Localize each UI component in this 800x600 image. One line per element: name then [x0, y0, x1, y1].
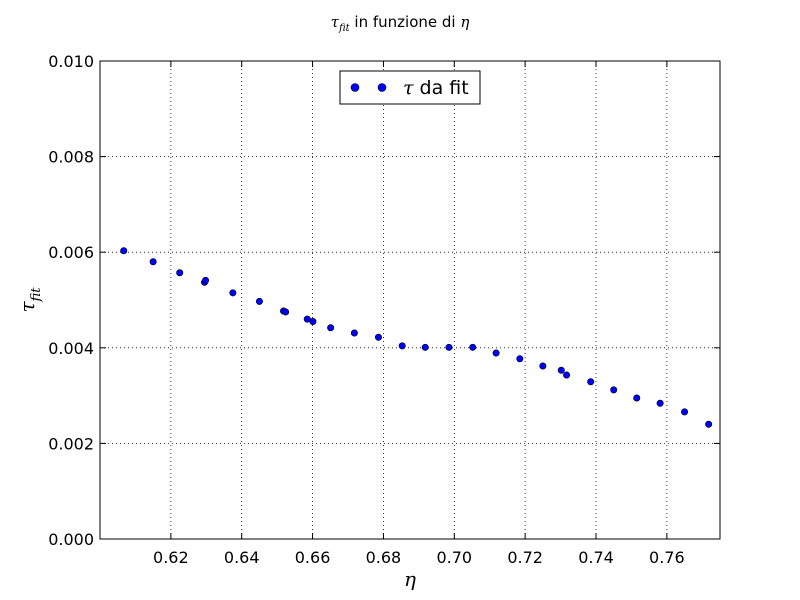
legend-label: τ da fit	[403, 77, 469, 99]
y-tick-label: 0.008	[48, 148, 94, 167]
title-text: in funzione di	[350, 13, 461, 31]
data-point	[255, 297, 263, 305]
title-eta-symbol: η	[460, 13, 469, 31]
y-tick-label: 0.002	[48, 434, 94, 453]
legend-marker-left	[350, 83, 360, 92]
data-point	[282, 308, 290, 316]
data-point	[563, 371, 571, 379]
data-point	[229, 289, 237, 297]
y-tick-label: 0.006	[48, 243, 94, 262]
scatter-points	[120, 247, 713, 428]
x-tick-label: 0.74	[578, 548, 614, 567]
data-point	[557, 366, 565, 374]
data-point	[202, 276, 210, 284]
data-point	[539, 362, 547, 370]
data-point	[492, 349, 500, 357]
plot-frame	[99, 60, 721, 540]
x-tick-label: 0.64	[224, 548, 260, 567]
data-point	[681, 408, 689, 416]
data-point	[610, 386, 618, 394]
y-tick-label: 0.010	[48, 52, 94, 71]
x-tick-label: 0.66	[295, 548, 331, 567]
y-axis-tau-symbol: τ	[15, 300, 39, 312]
x-axis-label: η	[404, 567, 416, 591]
x-tick-label: 0.70	[436, 548, 472, 567]
data-point	[350, 329, 358, 337]
data-point	[120, 247, 128, 255]
legend-marker-right	[377, 83, 387, 92]
legend: τ da fit	[339, 70, 481, 105]
x-tick-label: 0.76	[649, 548, 685, 567]
data-point	[309, 318, 317, 326]
data-point	[421, 343, 429, 351]
data-point	[633, 394, 641, 402]
legend-text: da fit	[414, 77, 469, 99]
data-point	[176, 269, 184, 277]
data-point	[656, 399, 664, 407]
y-axis-subscript: fit	[29, 287, 44, 303]
title-tau-symbol: τ	[331, 13, 340, 31]
data-point	[469, 343, 477, 351]
y-tick-label: 0.000	[48, 530, 94, 549]
data-point	[587, 378, 595, 386]
data-point	[398, 342, 406, 350]
data-point	[705, 420, 713, 428]
axis-ticks: 0.62 0.64 0.66 0.68 0.70 0.72 0.74 0.76 0.000 0.0…	[48, 52, 720, 567]
data-point	[374, 333, 382, 341]
data-point	[445, 343, 453, 351]
data-point	[327, 324, 335, 332]
plot-area	[100, 61, 720, 539]
data-point	[149, 258, 157, 266]
legend-box	[339, 70, 481, 105]
data-point	[516, 355, 524, 363]
x-tick-label: 0.62	[153, 548, 189, 567]
title-tau-subscript: fit	[338, 23, 351, 34]
legend-tau-symbol: τ	[403, 77, 414, 99]
y-tick-label: 0.004	[48, 339, 94, 358]
chart-title: τfit in funzione di η	[331, 13, 470, 34]
y-axis-label: τfit	[15, 287, 44, 313]
x-tick-label: 0.72	[507, 548, 543, 567]
x-tick-label: 0.68	[366, 548, 402, 567]
